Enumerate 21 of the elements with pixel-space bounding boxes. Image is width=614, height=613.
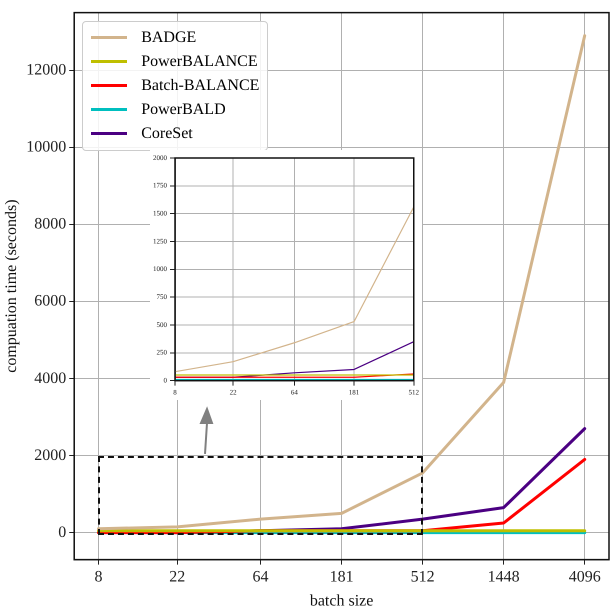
legend-label: Batch-BALANCE <box>141 76 260 96</box>
x-tick-label: 4096 <box>568 568 601 586</box>
x-tick-label: 8 <box>94 568 102 586</box>
x-tick-label: 1448 <box>488 568 520 586</box>
x-axis-title: batch size <box>310 592 374 610</box>
x-tick-label: 22 <box>169 568 186 586</box>
y-tick-label: 6000 <box>34 292 66 310</box>
legend-label: PowerBALD <box>141 100 226 120</box>
legend-label: PowerBALANCE <box>141 52 258 72</box>
y-axis-title: compuation time (seconds) <box>2 199 20 373</box>
y-tick-label: 8000 <box>34 216 66 233</box>
x-tick-label: 64 <box>252 568 269 586</box>
x-tick-label: 512 <box>410 568 435 586</box>
y-tick-label: 12000 <box>26 62 66 79</box>
y-tick-label: 4000 <box>34 370 66 387</box>
y-tick-label: 0 <box>58 524 66 541</box>
y-tick-label: 10000 <box>26 138 66 156</box>
y-tick-label: 2000 <box>34 446 66 464</box>
x-tick-label: 181 <box>330 568 354 586</box>
legend-label: BADGE <box>141 28 196 48</box>
legend-label: CoreSet <box>141 124 193 144</box>
